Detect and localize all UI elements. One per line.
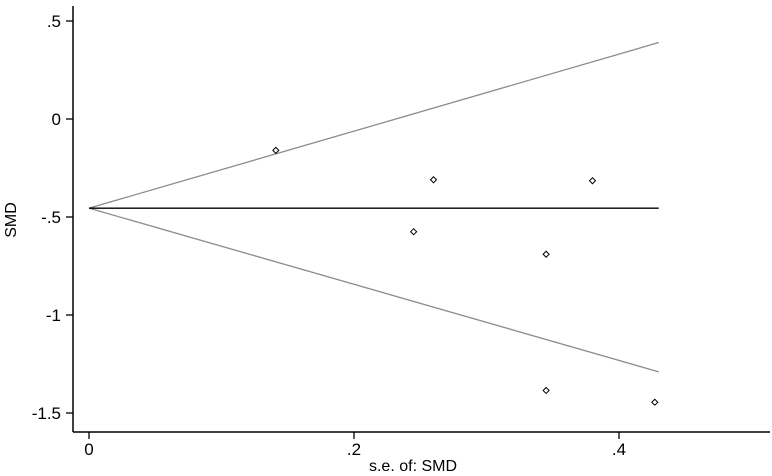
pseudo-confidence-lines: [88, 41, 659, 373]
y-tick-label: -.5: [41, 208, 61, 227]
y-axis: .5 0 -.5 -1 -1.5: [32, 6, 74, 432]
y-tick-label: 0: [52, 110, 61, 129]
study-point: [651, 398, 659, 406]
upper-ci-line: [88, 41, 659, 209]
x-tick-label: .4: [612, 440, 626, 459]
study-point: [409, 227, 418, 236]
x-axis: 0 .2 .4: [73, 431, 770, 459]
study-point: [542, 250, 550, 258]
x-axis-title: s.e. of: SMD: [369, 458, 457, 475]
study-point: [588, 177, 597, 185]
y-axis-title: SMD: [3, 202, 20, 238]
y-tick-label: .5: [47, 12, 61, 31]
lower-ci-line: [88, 207, 659, 373]
study-point: [429, 176, 438, 184]
study-points: [272, 146, 659, 406]
study-point: [542, 386, 550, 395]
study-point: [272, 146, 280, 155]
x-tick-label: .2: [347, 440, 361, 459]
y-tick-label: -1: [46, 306, 61, 325]
x-tick-label: 0: [84, 440, 93, 459]
y-tick-label: -1.5: [32, 404, 61, 423]
